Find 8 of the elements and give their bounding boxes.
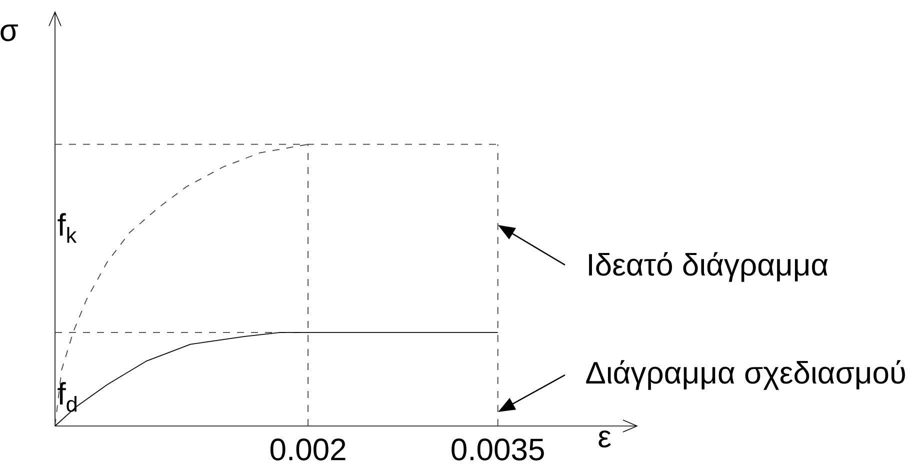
annotation: f$_{k}$ <box>58 213 77 243</box>
annotation: Ιδεατό διάγραμμα <box>589 252 828 282</box>
annotation: Διάγραμμα σχεδιασμού <box>586 360 905 390</box>
annotation: f$_{d}$ <box>58 382 77 412</box>
x-tick-label: 0.002 <box>270 438 346 460</box>
y-axis-title: σ <box>0 24 18 42</box>
x-axis-title: ε <box>598 430 611 448</box>
x-tick-label: 0.0035 <box>452 438 544 460</box>
